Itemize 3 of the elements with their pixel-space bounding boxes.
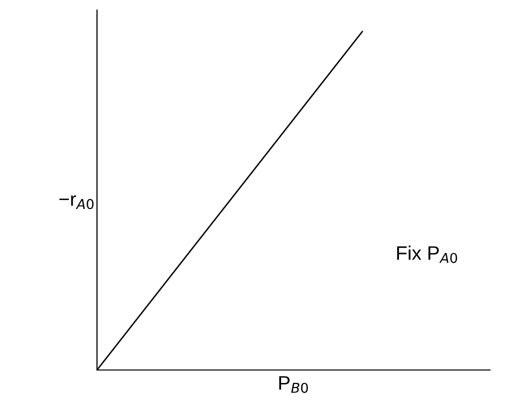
annotation: Fix P$_{A0}$ xyxy=(397,246,458,264)
x-axis-title: P$_{B0}$ xyxy=(279,376,308,393)
y-axis-title: −r$_{A0}$ xyxy=(59,195,94,210)
